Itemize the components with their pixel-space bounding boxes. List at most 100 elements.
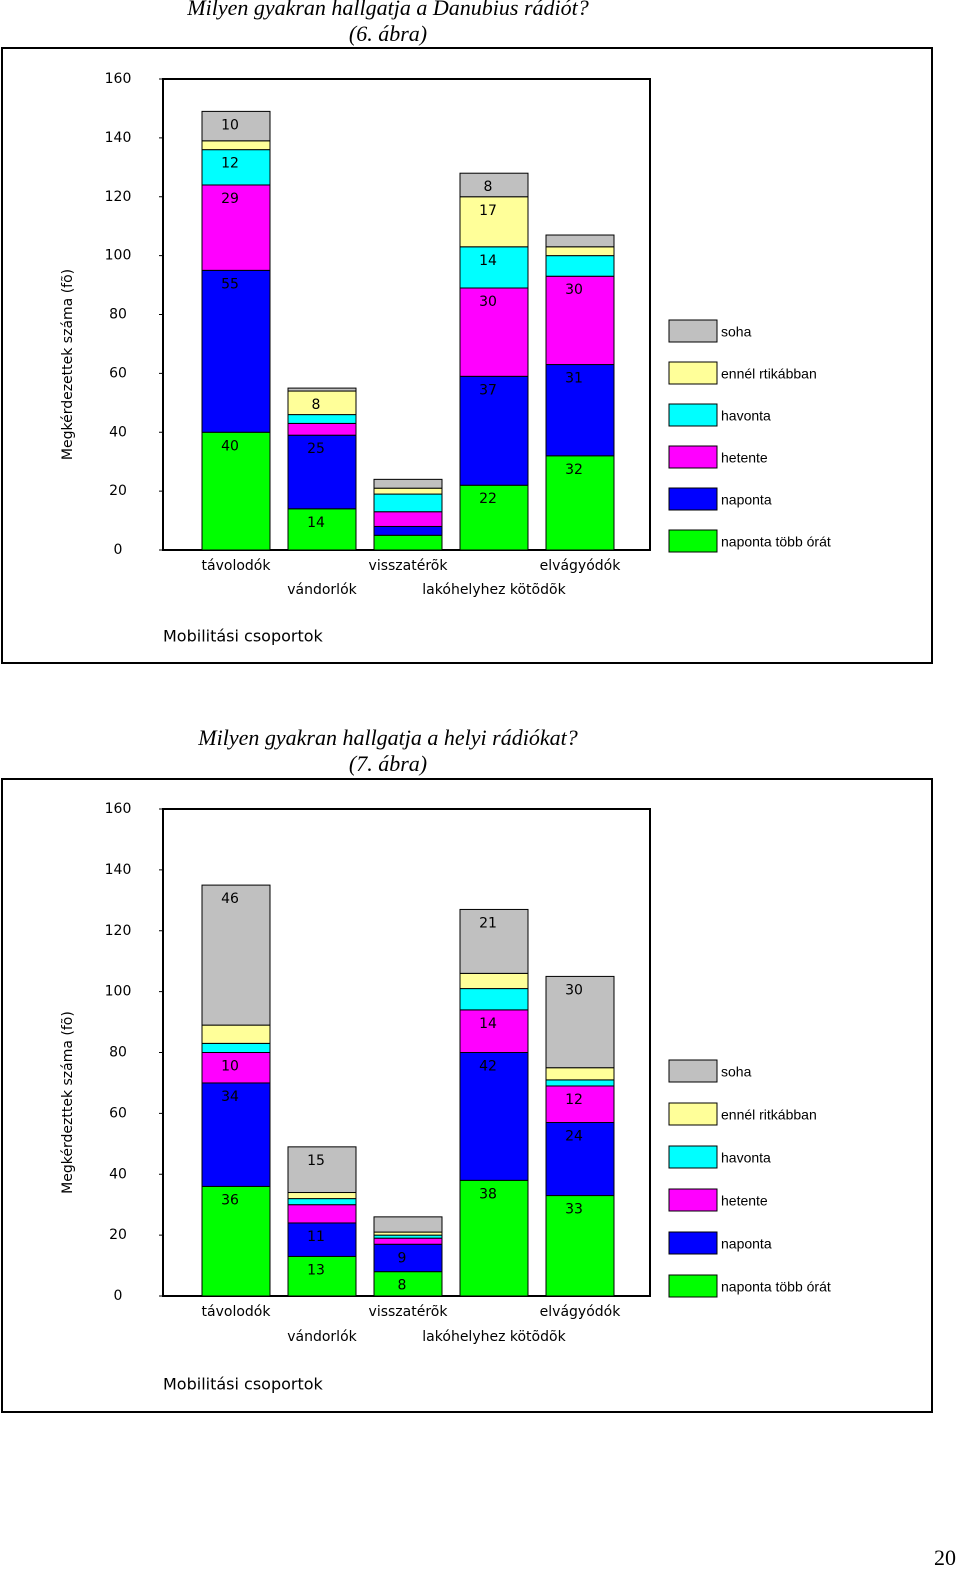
- legend-label: ennél ritkábban: [721, 1107, 817, 1123]
- bar-segment: [287, 434, 357, 510]
- legend-label: soha: [721, 1064, 752, 1080]
- legend-swatch: [668, 1188, 718, 1212]
- data-label: 24: [565, 1129, 583, 1145]
- bar-segment: [201, 1082, 271, 1187]
- y-tick-label: 120: [105, 189, 132, 205]
- data-label: 17: [479, 203, 497, 219]
- data-label: 30: [565, 982, 583, 998]
- bar-segment: [201, 1024, 271, 1044]
- y-axis-title: Megkérdezettek száma (fõ): [60, 269, 76, 460]
- y-tick-label: 60: [109, 365, 127, 381]
- bar-segment: [201, 110, 271, 142]
- bar-segment: [287, 414, 357, 424]
- chart-subtitle: (6. ábra): [349, 21, 427, 46]
- bar-segment: [201, 884, 271, 1026]
- data-label: 30: [565, 282, 583, 298]
- x-axis-title: Mobilitási csoportok: [163, 1375, 324, 1394]
- y-tick-label: 20: [109, 483, 127, 499]
- bar-segment: [459, 988, 529, 1011]
- data-label: 14: [307, 515, 325, 531]
- legend-swatch: [668, 445, 718, 469]
- legend-swatch: [668, 529, 718, 553]
- bar-segment: [287, 1204, 357, 1224]
- y-tick-label: 80: [109, 1045, 127, 1061]
- bar-segment: [459, 484, 529, 551]
- x-axis-title: Mobilitási csoportok: [163, 627, 324, 646]
- chart-title: Milyen gyakran hallgatja a helyi rádióka…: [197, 725, 577, 750]
- y-tick-label: 140: [105, 862, 132, 878]
- bar-segment: [545, 1067, 615, 1081]
- bar-segment: [287, 1198, 357, 1206]
- bar-segment: [459, 246, 529, 289]
- data-label: 9: [398, 1250, 407, 1266]
- data-label: 34: [221, 1089, 239, 1105]
- bar-segment: [545, 255, 615, 277]
- legend-label: naponta: [721, 492, 772, 508]
- bar-segment: [545, 234, 615, 248]
- data-label: 8: [398, 1278, 407, 1294]
- bar-segment: [373, 1216, 443, 1233]
- x-tick-label: elvágyódók: [540, 558, 622, 574]
- legend-label: naponta több órát: [721, 1279, 831, 1295]
- data-label: 36: [221, 1192, 239, 1208]
- bar-segment: [373, 493, 443, 513]
- data-label: 25: [307, 441, 325, 457]
- x-tick-label: távolodók: [202, 1304, 272, 1320]
- bar-segment: [373, 511, 443, 527]
- x-tick-label: vándorlók: [287, 582, 357, 598]
- y-tick-label: 0: [114, 1288, 123, 1304]
- bar-segment: [459, 972, 529, 990]
- data-label: 10: [221, 117, 239, 133]
- data-label: 10: [221, 1059, 239, 1075]
- legend-swatch: [668, 1059, 718, 1083]
- data-label: 40: [221, 438, 239, 454]
- chart-subtitle: (7. ábra): [349, 751, 427, 776]
- bar-segment: [373, 1237, 443, 1245]
- data-label: 13: [307, 1262, 325, 1278]
- bar-segment: [459, 375, 529, 486]
- data-label: 14: [479, 253, 497, 269]
- legend-swatch: [668, 403, 718, 427]
- bar-segment: [545, 246, 615, 257]
- y-tick-label: 160: [105, 71, 132, 87]
- y-tick-label: 40: [109, 424, 127, 440]
- y-tick-label: 140: [105, 130, 132, 146]
- bar-segment: [459, 1052, 529, 1181]
- data-label: 8: [312, 397, 321, 413]
- x-tick-label: lakóhelyhez kötõdõk: [422, 1329, 566, 1345]
- legend-label: soha: [721, 324, 752, 340]
- bar-segment: [373, 534, 443, 551]
- legend-swatch: [668, 1102, 718, 1126]
- bar-segment: [373, 525, 443, 536]
- legend-label: hetente: [721, 450, 768, 466]
- y-tick-label: 40: [109, 1166, 127, 1182]
- bar-segment: [287, 1192, 357, 1200]
- data-label: 46: [221, 891, 239, 907]
- data-label: 30: [479, 294, 497, 310]
- y-tick-label: 80: [109, 307, 127, 323]
- bar-segment: [201, 1042, 271, 1054]
- bar-segment: [459, 1179, 529, 1297]
- bar-segment: [373, 1271, 443, 1297]
- data-label: 38: [479, 1186, 497, 1202]
- bar-segment: [287, 390, 357, 416]
- chart-title: Milyen gyakran hallgatja a Danubius rádi…: [186, 0, 588, 20]
- chart-frame: [1, 47, 933, 664]
- bar-segment: [201, 1185, 271, 1297]
- data-label: 55: [221, 276, 239, 292]
- bar-segment: [545, 1195, 615, 1297]
- data-label: 14: [479, 1016, 497, 1032]
- legend-label: naponta: [721, 1236, 772, 1252]
- data-label: 22: [479, 491, 497, 507]
- bar-segment: [459, 908, 529, 974]
- y-axis-title: Megkérdezttek száma (fõ): [60, 1011, 76, 1194]
- bar-segment: [459, 172, 529, 198]
- data-label: 12: [565, 1092, 583, 1108]
- bar-segment: [287, 508, 357, 551]
- y-tick-label: 60: [109, 1105, 127, 1121]
- bar-segment: [373, 487, 443, 495]
- bar-segment: [545, 364, 615, 457]
- legend-swatch: [668, 1231, 718, 1255]
- x-tick-label: távolodók: [202, 558, 272, 574]
